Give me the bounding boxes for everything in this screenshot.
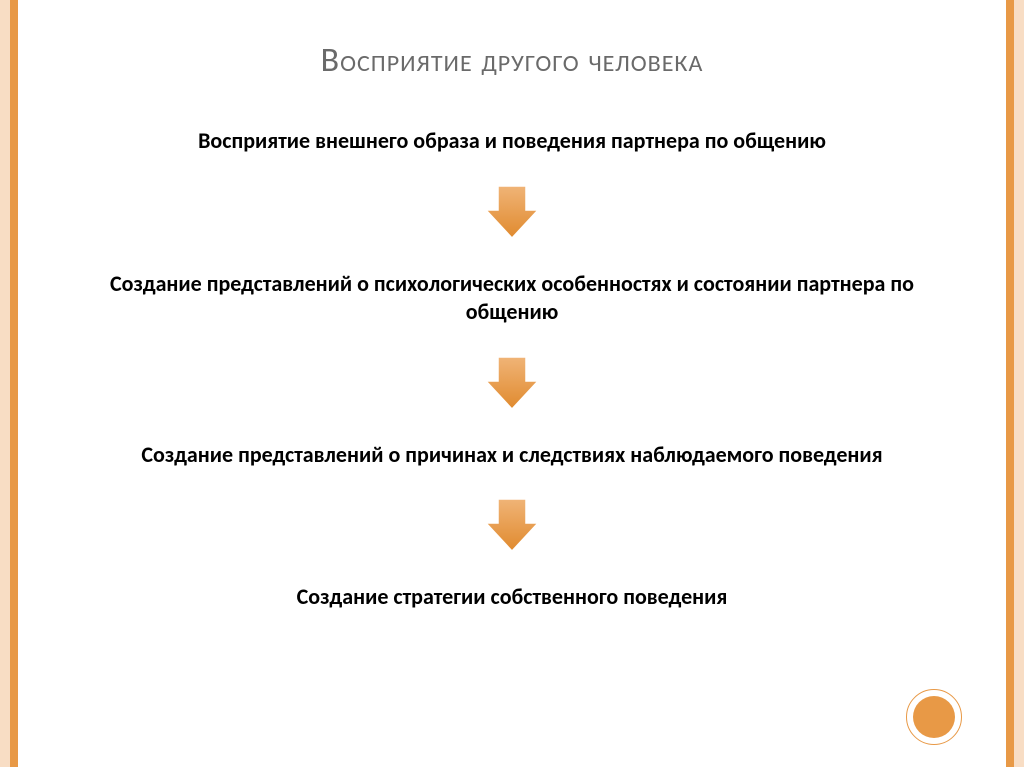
step-3-text: Создание представлений о причинах и след…: [72, 441, 952, 470]
step-1-text: Восприятие внешнего образа и поведения п…: [72, 127, 952, 156]
step-1: Восприятие внешнего образа и поведения п…: [60, 127, 964, 156]
down-arrow-icon: [482, 355, 542, 411]
circle-inner: [913, 696, 955, 738]
step-4: Создание стратегии собственного поведени…: [60, 583, 964, 612]
step-3: Создание представлений о причинах и след…: [60, 441, 964, 470]
arrow-3: [60, 497, 964, 553]
arrow-1: [60, 184, 964, 240]
step-2-text: Создание представлений о психологических…: [72, 270, 952, 327]
step-4-text: Создание стратегии собственного поведени…: [72, 583, 952, 612]
down-arrow-icon: [482, 184, 542, 240]
step-2: Создание представлений о психологических…: [60, 270, 964, 327]
slide-content: Восприятие другого человека Восприятие в…: [0, 0, 1024, 767]
down-arrow-icon: [482, 497, 542, 553]
arrow-2: [60, 355, 964, 411]
circle-decoration-icon: [906, 689, 962, 745]
slide-title: Восприятие другого человека: [60, 40, 964, 81]
